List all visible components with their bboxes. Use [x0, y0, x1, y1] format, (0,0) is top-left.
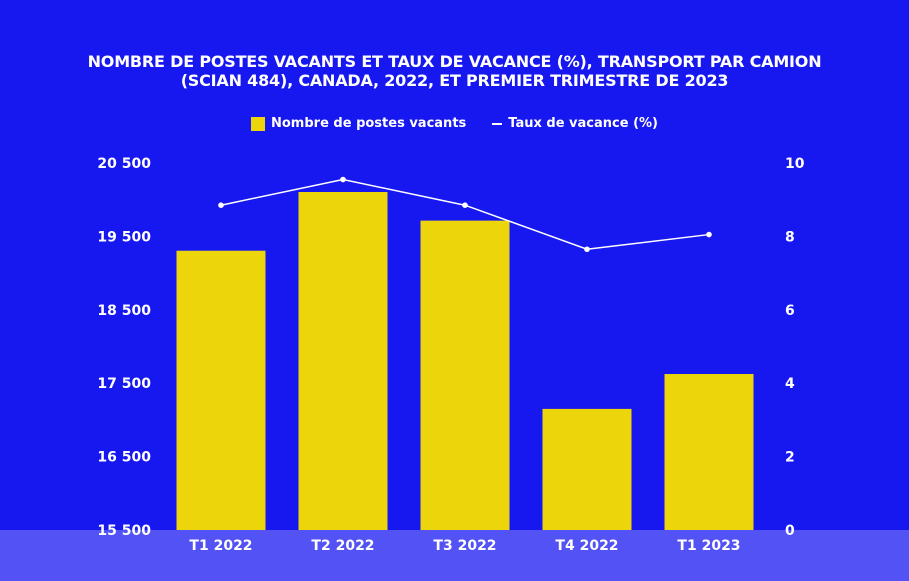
vacancy-rate-point — [584, 246, 590, 253]
chart-title: NOMBRE DE POSTES VACANTS ET TAUX DE VACA… — [87, 52, 822, 90]
bar-t4-2022 — [542, 408, 632, 530]
chart-legend: Nombre de postes vacants Taux de vacance… — [0, 116, 909, 131]
y-left-tick-label: 16 500 — [97, 450, 151, 466]
bar-t1-2022 — [176, 250, 266, 530]
x-tick-label: T1 2023 — [677, 538, 740, 554]
legend-label-bars: Nombre de postes vacants — [271, 116, 467, 131]
x-axis-band — [0, 530, 909, 581]
vacancy-rate-point — [462, 202, 468, 209]
legend-swatch-line — [492, 122, 503, 125]
legend-item-line: Taux de vacance (%) — [492, 116, 658, 131]
y-left-tick-label: 19 500 — [97, 229, 151, 245]
vacancy-rate-point — [340, 176, 346, 183]
y-left-tick-label: 18 500 — [97, 303, 151, 319]
legend-swatch-bars — [251, 116, 265, 131]
bar-t1-2023 — [664, 374, 754, 530]
vacancy-rate-point — [218, 202, 224, 209]
x-tick-label: T3 2022 — [433, 538, 496, 554]
y-right-tick-label: 0 — [785, 523, 795, 539]
y-right-tick-label: 2 — [785, 450, 795, 466]
bar-t2-2022 — [298, 191, 388, 531]
y-right-tick-label: 6 — [785, 303, 795, 319]
x-tick-label: T2 2022 — [311, 538, 374, 554]
x-tick-label: T4 2022 — [555, 538, 618, 554]
y-left-tick-label: 15 500 — [97, 523, 151, 539]
y-right-tick-label: 4 — [785, 376, 795, 392]
bar-t3-2022 — [420, 220, 510, 530]
y-left-tick-label: 17 500 — [97, 376, 151, 392]
vacancy-rate-point — [706, 231, 712, 238]
legend-label-line: Taux de vacance (%) — [508, 116, 658, 131]
y-right-tick-label: 10 — [785, 156, 805, 172]
legend-item-bars: Nombre de postes vacants — [251, 116, 466, 131]
y-left-tick-label: 20 500 — [97, 156, 151, 172]
x-tick-label: T1 2022 — [189, 538, 252, 554]
y-right-tick-label: 8 — [785, 229, 795, 245]
